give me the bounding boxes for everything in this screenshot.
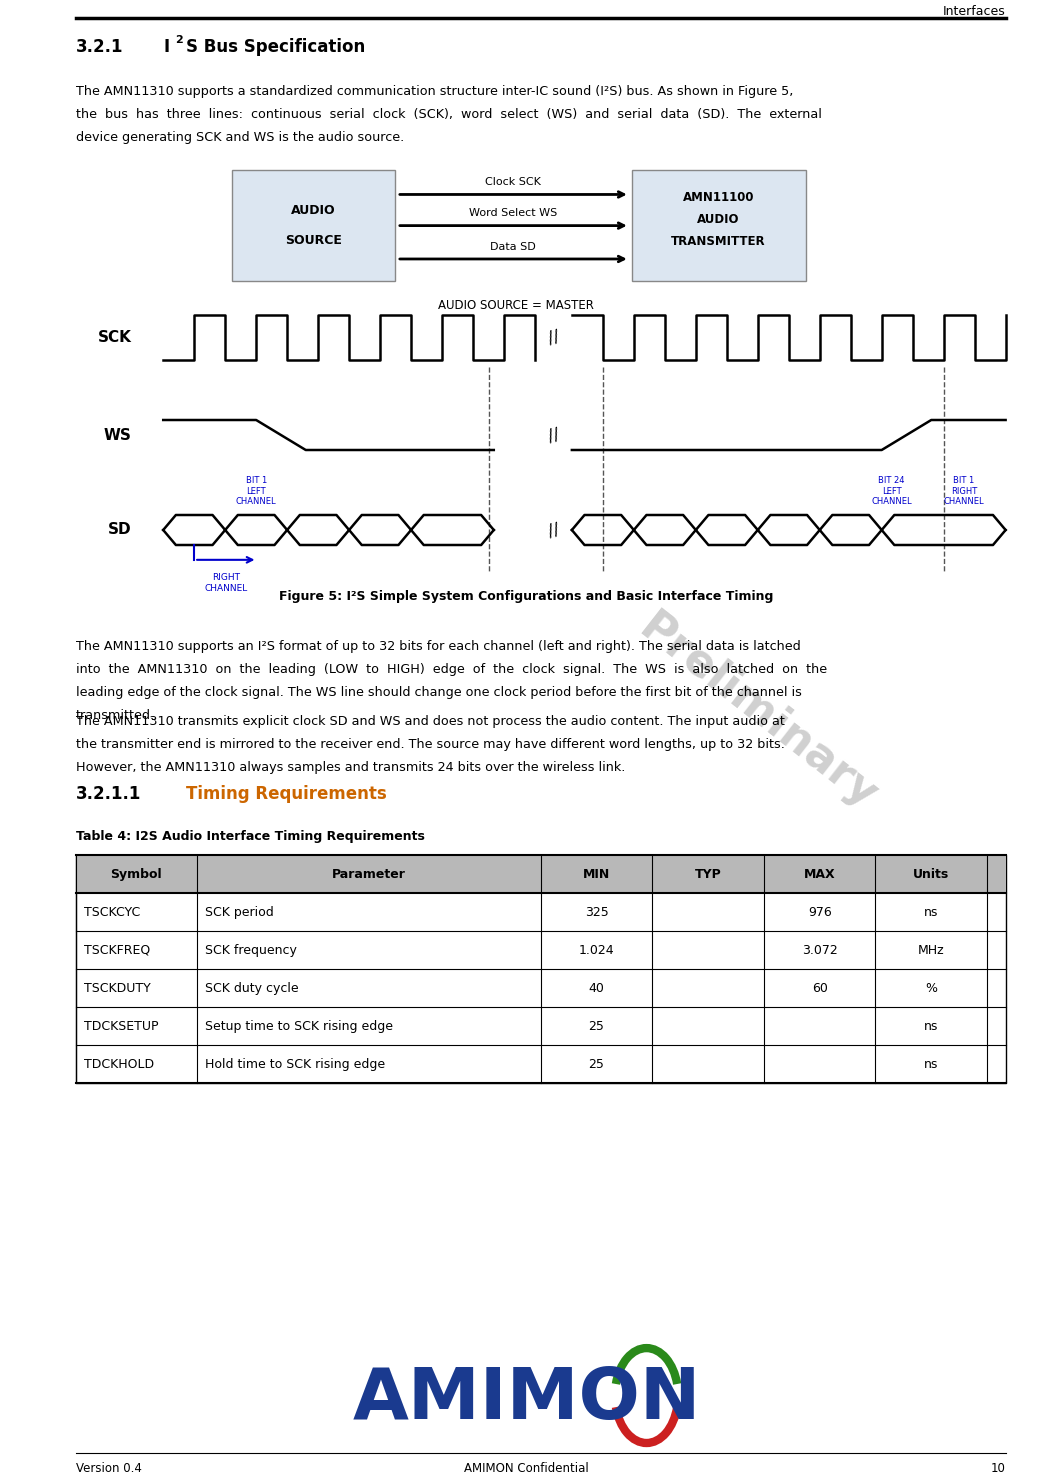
Text: TSCKFREQ: TSCKFREQ <box>84 943 151 957</box>
Text: 25: 25 <box>589 1019 604 1032</box>
Text: %: % <box>926 982 937 995</box>
Text: 60: 60 <box>812 982 828 995</box>
Text: 325: 325 <box>584 906 609 918</box>
Text: MAX: MAX <box>803 868 835 881</box>
Text: 3.2.1: 3.2.1 <box>76 39 123 56</box>
Text: BIT 1
RIGHT
CHANNEL: BIT 1 RIGHT CHANNEL <box>943 476 985 506</box>
Text: TRANSMITTER: TRANSMITTER <box>672 236 766 249</box>
Text: RIGHT
CHANNEL: RIGHT CHANNEL <box>204 572 247 593</box>
Text: Preliminary: Preliminary <box>631 605 886 819</box>
Text: AMIMON Confidential: AMIMON Confidential <box>464 1462 589 1476</box>
Text: BIT 24
LEFT
CHANNEL: BIT 24 LEFT CHANNEL <box>871 476 912 506</box>
Text: AMN11100: AMN11100 <box>683 191 754 205</box>
Text: AUDIO SOURCE = MASTER: AUDIO SOURCE = MASTER <box>438 300 594 311</box>
Text: S Bus Specification: S Bus Specification <box>186 39 365 56</box>
Text: BIT 1
LEFT
CHANNEL: BIT 1 LEFT CHANNEL <box>236 476 277 506</box>
Text: 3.072: 3.072 <box>801 943 837 957</box>
Text: I: I <box>163 39 170 56</box>
Text: 25: 25 <box>589 1057 604 1071</box>
Text: 976: 976 <box>808 906 832 918</box>
Text: 1.024: 1.024 <box>579 943 614 957</box>
FancyBboxPatch shape <box>632 171 806 282</box>
Text: the  bus  has  three  lines:  continuous  serial  clock  (SCK),  word  select  (: the bus has three lines: continuous seri… <box>76 108 821 122</box>
Text: 10: 10 <box>991 1462 1006 1476</box>
Text: Units: Units <box>913 868 950 881</box>
Text: AUDIO: AUDIO <box>697 214 740 227</box>
Text: SCK frequency: SCK frequency <box>205 943 297 957</box>
Text: Symbol: Symbol <box>111 868 162 881</box>
Text: SCK: SCK <box>98 331 132 346</box>
Text: Hold time to SCK rising edge: Hold time to SCK rising edge <box>205 1057 385 1071</box>
Text: TSCKDUTY: TSCKDUTY <box>84 982 151 995</box>
Text: Setup time to SCK rising edge: Setup time to SCK rising edge <box>205 1019 393 1032</box>
Text: ns: ns <box>925 1057 938 1071</box>
Text: SCK duty cycle: SCK duty cycle <box>205 982 299 995</box>
Text: Timing Requirements: Timing Requirements <box>186 785 388 802</box>
Text: TDCKSETUP: TDCKSETUP <box>84 1019 159 1032</box>
Text: ns: ns <box>925 906 938 918</box>
Text: MIN: MIN <box>583 868 610 881</box>
Text: TDCKHOLD: TDCKHOLD <box>84 1057 155 1071</box>
Text: transmitted.: transmitted. <box>76 709 155 722</box>
Text: //: // <box>545 521 561 540</box>
Text: MHz: MHz <box>918 943 945 957</box>
Text: 40: 40 <box>589 982 604 995</box>
Text: However, the AMN11310 always samples and transmits 24 bits over the wireless lin: However, the AMN11310 always samples and… <box>76 761 625 774</box>
Text: AMIMON: AMIMON <box>353 1366 700 1434</box>
Text: device generating SCK and WS is the audio source.: device generating SCK and WS is the audi… <box>76 131 404 144</box>
Text: SCK period: SCK period <box>205 906 274 918</box>
Text: Data SD: Data SD <box>491 242 536 252</box>
Text: ns: ns <box>925 1019 938 1032</box>
Text: SD: SD <box>108 522 132 537</box>
Text: AUDIO: AUDIO <box>291 205 336 218</box>
Text: The AMN11310 supports a standardized communication structure inter-IC sound (I²S: The AMN11310 supports a standardized com… <box>76 85 793 98</box>
Bar <box>76 856 1006 1083</box>
Text: //: // <box>545 328 561 347</box>
Text: 3.2.1.1: 3.2.1.1 <box>76 785 141 802</box>
Bar <box>76 856 1006 893</box>
Text: the transmitter end is mirrored to the receiver end. The source may have differe: the transmitter end is mirrored to the r… <box>76 739 784 750</box>
Text: Interfaces: Interfaces <box>942 4 1006 18</box>
Text: into  the  AMN11310  on  the  leading  (LOW  to  HIGH)  edge  of  the  clock  si: into the AMN11310 on the leading (LOW to… <box>76 663 827 676</box>
Text: //: // <box>545 424 561 445</box>
Text: Parameter: Parameter <box>332 868 405 881</box>
Text: The AMN11310 supports an I²S format of up to 32 bits for each channel (left and : The AMN11310 supports an I²S format of u… <box>76 641 800 653</box>
Text: Version 0.4: Version 0.4 <box>76 1462 142 1476</box>
Text: SOURCE: SOURCE <box>284 234 342 248</box>
Text: The AMN11310 transmits explicit clock SD and WS and does not process the audio c: The AMN11310 transmits explicit clock SD… <box>76 715 784 728</box>
FancyBboxPatch shape <box>232 171 395 282</box>
Text: Figure 5: I²S Simple System Configurations and Basic Interface Timing: Figure 5: I²S Simple System Configuratio… <box>279 590 774 604</box>
Text: Table 4: I2S Audio Interface Timing Requirements: Table 4: I2S Audio Interface Timing Requ… <box>76 830 424 842</box>
Text: Word Select WS: Word Select WS <box>470 208 557 218</box>
Text: TSCKCYC: TSCKCYC <box>84 906 140 918</box>
Text: 2: 2 <box>175 36 182 44</box>
Text: Clock SCK: Clock SCK <box>485 176 541 187</box>
Text: leading edge of the clock signal. The WS line should change one clock period bef: leading edge of the clock signal. The WS… <box>76 687 801 698</box>
Text: WS: WS <box>104 427 132 442</box>
Text: TYP: TYP <box>695 868 721 881</box>
